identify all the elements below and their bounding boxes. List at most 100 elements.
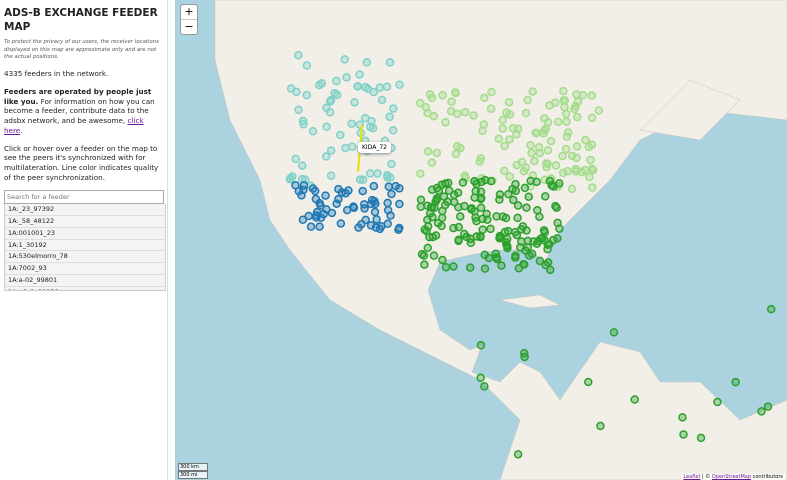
feeder-dot[interactable] — [461, 173, 470, 183]
feeder-dot[interactable] — [554, 117, 563, 127]
feeder-dot[interactable] — [520, 183, 530, 193]
feeder-dot[interactable] — [543, 146, 553, 155]
zoom-out[interactable]: − — [181, 19, 197, 34]
feeder-dot[interactable] — [560, 102, 569, 112]
feeder-dot[interactable] — [766, 304, 776, 314]
feeder-dot[interactable] — [306, 222, 316, 231]
feeder-dot[interactable] — [385, 112, 394, 122]
feeder-dot[interactable] — [432, 195, 441, 205]
feeder-dot[interactable] — [497, 261, 506, 270]
feeder-dot[interactable] — [505, 172, 514, 181]
feeder-dot[interactable] — [453, 141, 462, 151]
feeder-dot[interactable] — [383, 198, 392, 208]
feeder-dot[interactable] — [584, 142, 594, 152]
feeder-dot[interactable] — [353, 81, 363, 91]
feeder-dot[interactable] — [375, 224, 385, 234]
feeder-dot[interactable] — [361, 82, 370, 92]
feeder-dot[interactable] — [535, 149, 544, 158]
feeder-dot[interactable] — [522, 226, 531, 235]
feeder-dot[interactable] — [561, 144, 571, 154]
feeder-dot[interactable] — [731, 377, 740, 387]
feeder-dot[interactable] — [476, 373, 485, 383]
feeder-dot[interactable] — [594, 106, 604, 115]
feeder-dot[interactable] — [344, 186, 353, 195]
feeder-dot[interactable] — [308, 184, 318, 193]
feeder-dot[interactable] — [540, 192, 550, 201]
feeder-dot[interactable] — [332, 76, 341, 86]
feeder-dot[interactable] — [543, 118, 553, 127]
feeder-dot[interactable] — [585, 172, 594, 182]
feeder-dot[interactable] — [508, 124, 518, 133]
feeder-dot[interactable] — [562, 117, 571, 127]
feeder-dot[interactable] — [519, 260, 528, 269]
feeder-dot[interactable] — [302, 61, 312, 70]
feeder-dot[interactable] — [366, 221, 376, 230]
feeder-dot[interactable] — [465, 263, 475, 272]
feeder-dot[interactable] — [367, 116, 376, 126]
feeder-dot[interactable] — [434, 186, 444, 195]
feeder-dot[interactable] — [498, 212, 508, 221]
feeder-dot[interactable] — [387, 189, 396, 199]
feeder-dot[interactable] — [355, 175, 365, 184]
feeder-dot[interactable] — [334, 184, 343, 194]
feeder-dot[interactable] — [539, 226, 549, 235]
feeder-dot[interactable] — [476, 341, 486, 350]
feeder-dot[interactable] — [311, 194, 321, 204]
feeder-dot[interactable] — [572, 142, 582, 151]
feeder-dot[interactable] — [530, 156, 539, 166]
feeder-dot[interactable] — [437, 213, 447, 223]
feeder-dot[interactable] — [395, 80, 404, 89]
feeder-dot[interactable] — [509, 195, 518, 205]
feeder-dot[interactable] — [439, 192, 449, 201]
feeder-dot[interactable] — [368, 124, 378, 133]
feeder-dot[interactable] — [532, 239, 542, 248]
feeder-dot[interactable] — [757, 407, 766, 416]
feeder-dot[interactable] — [427, 158, 437, 167]
feeder-dot[interactable] — [588, 183, 597, 192]
feeder-dot[interactable] — [460, 201, 469, 211]
feeder-dot[interactable] — [297, 191, 306, 200]
feeder-dot[interactable] — [321, 152, 331, 161]
feeder-dot[interactable] — [365, 169, 375, 178]
feeder-dot[interactable] — [415, 98, 425, 108]
feeder-dot[interactable] — [505, 135, 514, 144]
feeder-dot[interactable] — [386, 211, 395, 220]
feeder-dot[interactable] — [315, 80, 324, 90]
feeder-dot[interactable] — [467, 205, 476, 214]
feeder-dot[interactable] — [372, 215, 381, 224]
feeder-dot[interactable] — [480, 264, 490, 273]
feeder-dot[interactable] — [679, 430, 688, 439]
feeder-dot[interactable] — [291, 154, 301, 164]
feeder-dot[interactable] — [531, 128, 540, 138]
feeder-dot[interactable] — [341, 143, 350, 153]
osm-link[interactable]: OpenStreetMap — [711, 474, 751, 480]
feeder-dot[interactable] — [546, 136, 556, 146]
feeder-dot[interactable] — [342, 73, 351, 82]
feeder-dot[interactable] — [696, 433, 706, 443]
feeder-dot[interactable] — [532, 177, 541, 187]
feeder-item[interactable]: 1A:a6c1_88056 — [5, 286, 165, 291]
feeder-dot[interactable] — [549, 235, 558, 245]
feeder-dot[interactable] — [373, 169, 382, 178]
feeder-dot[interactable] — [355, 70, 364, 79]
link[interactable]: click here — [4, 116, 144, 135]
feeder-dot[interactable] — [349, 202, 358, 211]
feeder-item[interactable]: 1A:_23_97392 — [5, 204, 165, 217]
feeder-dot[interactable] — [587, 164, 597, 173]
feeder-dot[interactable] — [395, 199, 404, 209]
feeder-dot[interactable] — [294, 50, 303, 60]
feeder-dot[interactable] — [483, 215, 492, 225]
feeder-dot[interactable] — [487, 87, 496, 97]
feeder-item[interactable]: 1A:_58_48122 — [5, 216, 165, 228]
feeder-dot[interactable] — [528, 87, 538, 96]
feeder-dot[interactable] — [369, 87, 378, 97]
feeder-dot[interactable] — [382, 82, 392, 91]
feeder-dot[interactable] — [572, 153, 581, 163]
feeder-dot[interactable] — [438, 90, 447, 100]
feeder-dot[interactable] — [523, 95, 532, 105]
feeder-dot[interactable] — [451, 149, 461, 159]
feeder-dot[interactable] — [420, 260, 429, 269]
feeder-dot[interactable] — [476, 203, 486, 213]
feeder-dot[interactable] — [347, 119, 356, 128]
feeder-dot[interactable] — [423, 108, 432, 118]
